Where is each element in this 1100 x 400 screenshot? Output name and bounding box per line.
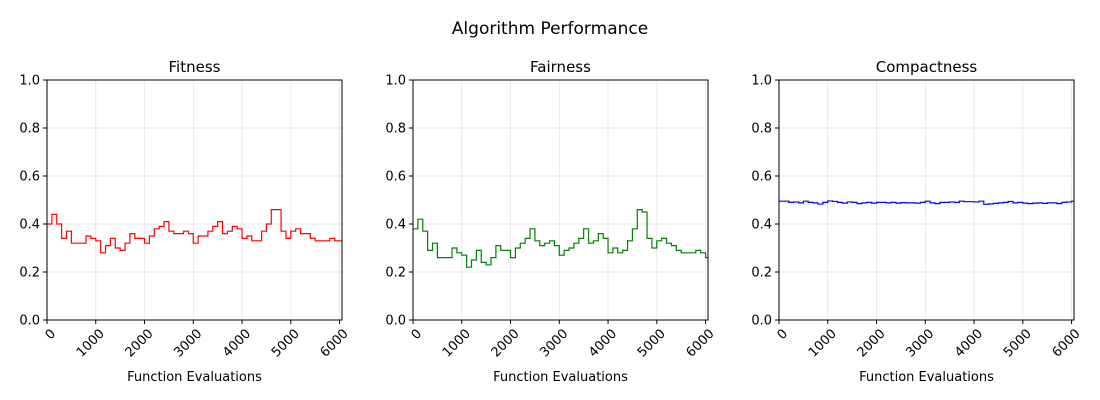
x-tick-label: 0 [43,326,59,342]
x-tick-label: 4000 [220,326,254,360]
x-tick-label: 4000 [952,326,986,360]
y-tick-label: 0.6 [19,170,40,185]
y-tick-label: 0.0 [19,314,40,329]
y-tick-label: 1.0 [19,74,40,89]
series-line-0 [47,209,342,254]
x-tick-label: 3000 [537,326,571,360]
panel-title: Fitness [169,58,221,76]
panel-title: Compactness [876,58,978,76]
y-tick-label: 0.2 [385,266,406,281]
x-tick-label: 6000 [1050,326,1084,360]
y-tick-label: 0.0 [385,314,406,329]
y-tick-label: 0.6 [751,170,772,185]
x-tick-label: 0 [775,326,791,342]
figure-title: Algorithm Performance [452,19,648,39]
y-tick-label: 0.4 [19,218,40,233]
x-axis-label: Function Evaluations [493,370,628,385]
plot-frame [412,79,709,321]
y-tick-label: 0.8 [751,122,772,137]
y-tick-label: 0.2 [19,266,40,281]
y-tick-label: 0.0 [751,314,772,329]
y-tick-label: 0.2 [751,266,772,281]
x-tick-label: 5000 [1001,326,1035,360]
x-tick-label: 3000 [903,326,937,360]
x-tick-label: 5000 [635,326,669,360]
y-tick-label: 0.4 [385,218,406,233]
y-tick-label: 0.8 [385,122,406,137]
x-tick-label: 3000 [171,326,205,360]
y-tick-label: 0.4 [751,218,772,233]
x-tick-label: 6000 [318,326,352,360]
x-tick-label: 5000 [269,326,303,360]
plot-frame [46,79,343,321]
chart-panel-0: Fitness 0 1000 2000 3000 4000 5000 6000 0.0 0.2 0.… [19,58,351,385]
x-tick-label: 6000 [684,326,718,360]
y-tick-label: 0.6 [385,170,406,185]
x-tick-label: 0 [409,326,425,342]
x-tick-label: 4000 [586,326,620,360]
plot-frame [778,79,1075,321]
chart-panel-1: Fairness 0 1000 2000 3000 4000 5000 6000 0.0 0.2 0… [385,58,717,385]
panel-title: Fairness [530,58,591,76]
y-tick-label: 1.0 [385,74,406,89]
x-axis-label: Function Evaluations [127,370,262,385]
series-line-0 [779,200,1074,205]
x-tick-label: 1000 [74,326,108,360]
y-tick-label: 0.8 [19,122,40,137]
chart-panel-2: Compactness 0 1000 2000 3000 4000 5000 6000 0.0 0… [751,58,1083,385]
x-tick-label: 2000 [123,326,157,360]
chart-panels: Fitness 0 1000 2000 3000 4000 5000 6000 0.0 0.2 0.… [19,58,1083,385]
x-tick-label: 2000 [489,326,523,360]
y-tick-label: 1.0 [751,74,772,89]
x-tick-label: 1000 [806,326,840,360]
x-tick-label: 1000 [440,326,474,360]
x-tick-label: 2000 [855,326,889,360]
x-axis-label: Function Evaluations [859,370,994,385]
series-line-0 [413,209,708,268]
